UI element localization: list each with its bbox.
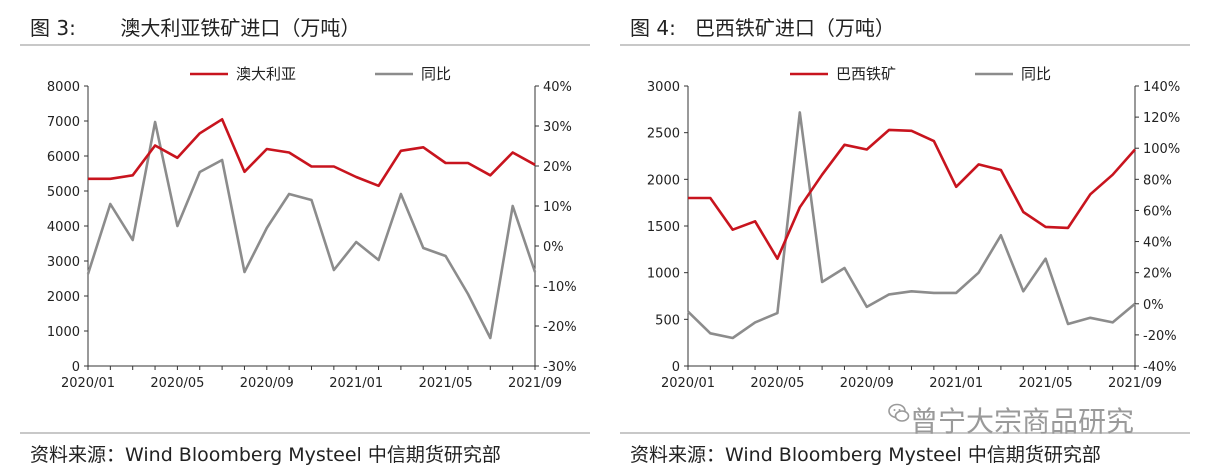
x-tick-label: 2020/01: [61, 376, 115, 391]
right-title-rule: [620, 44, 1190, 46]
left-source-rule: [20, 432, 590, 434]
x-tick-label: 2021/05: [419, 376, 473, 391]
left-tick-label: 1000: [47, 325, 80, 340]
left-tick-label: 2500: [647, 127, 680, 142]
right-tick-label: -20%: [543, 320, 577, 335]
right-tick-label: -10%: [543, 280, 577, 295]
right-tick-label: 40%: [543, 80, 572, 95]
x-tick-label: 2021/09: [508, 376, 562, 391]
right-tick-label: 20%: [543, 160, 572, 175]
left-title-rule: [20, 44, 590, 46]
right-source-rule: [620, 432, 1190, 434]
brazil-import-chart: 0 500 1000 1500 2000 2500 3000 -40% -20% 0% 20% 40%…: [647, 65, 1180, 391]
right-tick-label: 10%: [543, 200, 572, 215]
legend-label: 巴西铁矿: [836, 65, 896, 83]
x-tick-label: 2020/05: [750, 376, 804, 391]
right-tick-label: 140%: [1143, 80, 1180, 95]
right-source-note: 资料来源：Wind Bloomberg Mysteel 中信期货研究部: [630, 444, 1101, 466]
australia-import-chart: 0 1000 2000 3000 4000 5000 6000 7000 8000 -30% -20…: [47, 65, 577, 391]
legend-label: 同比: [421, 65, 451, 83]
right-tick-label: 120%: [1143, 111, 1180, 126]
x-tick-label: 2020/05: [150, 376, 204, 391]
series-line-yoy: [687, 111, 1136, 340]
series-line-yoy: [86, 120, 537, 340]
left-tick-label: 1500: [647, 220, 680, 235]
left-tick-label: 8000: [47, 80, 80, 95]
x-tick-label: 2020/09: [240, 376, 294, 391]
x-tick-label: 2021/09: [1108, 376, 1162, 391]
left-tick-label: 1000: [647, 267, 680, 282]
x-tick-label: 2021/01: [929, 376, 983, 391]
left-tick-label: 4000: [47, 220, 80, 235]
right-tick-label: 20%: [1143, 267, 1172, 282]
left-tick-label: 2000: [647, 173, 680, 188]
right-figure-title: 图 4: 巴西铁矿进口（万吨）: [630, 16, 895, 40]
left-tick-label: 0: [72, 360, 80, 375]
right-tick-label: 0%: [1143, 298, 1164, 313]
legend-label: 澳大利亚: [236, 65, 296, 83]
series-line-import: [688, 128, 1136, 260]
left-tick-label: 0: [672, 360, 680, 375]
right-tick-label: 60%: [1143, 204, 1172, 219]
right-tick-label: 100%: [1143, 142, 1180, 157]
left-source-note: 资料来源：Wind Bloomberg Mysteel 中信期货研究部: [30, 444, 501, 466]
legend-label: 同比: [1021, 65, 1051, 83]
left-tick-label: 3000: [47, 255, 80, 270]
left-figure-title: 图 3: 澳大利亚铁矿进口（万吨）: [30, 16, 361, 40]
right-tick-label: 0%: [543, 240, 564, 255]
x-tick-label: 2021/01: [329, 376, 383, 391]
watermark-text: 曾宁大宗商品研究: [910, 405, 1135, 438]
series-line-import: [88, 118, 536, 188]
x-tick-label: 2021/05: [1019, 376, 1073, 391]
right-tick-label: -20%: [1143, 329, 1177, 344]
left-tick-label: 3000: [647, 80, 680, 95]
left-tick-label: 6000: [47, 150, 80, 165]
right-tick-label: 40%: [1143, 236, 1172, 251]
right-tick-label: -30%: [543, 360, 577, 375]
left-tick-label: 2000: [47, 290, 80, 305]
right-tick-label: 80%: [1143, 173, 1172, 188]
wechat-icon: [888, 403, 910, 422]
right-tick-label: -40%: [1143, 360, 1177, 375]
x-tick-label: 2020/01: [661, 376, 715, 391]
left-tick-label: 7000: [47, 115, 80, 130]
left-tick-label: 5000: [47, 185, 80, 200]
x-tick-label: 2020/09: [840, 376, 894, 391]
left-tick-label: 500: [655, 313, 680, 328]
right-tick-label: 30%: [543, 120, 572, 135]
